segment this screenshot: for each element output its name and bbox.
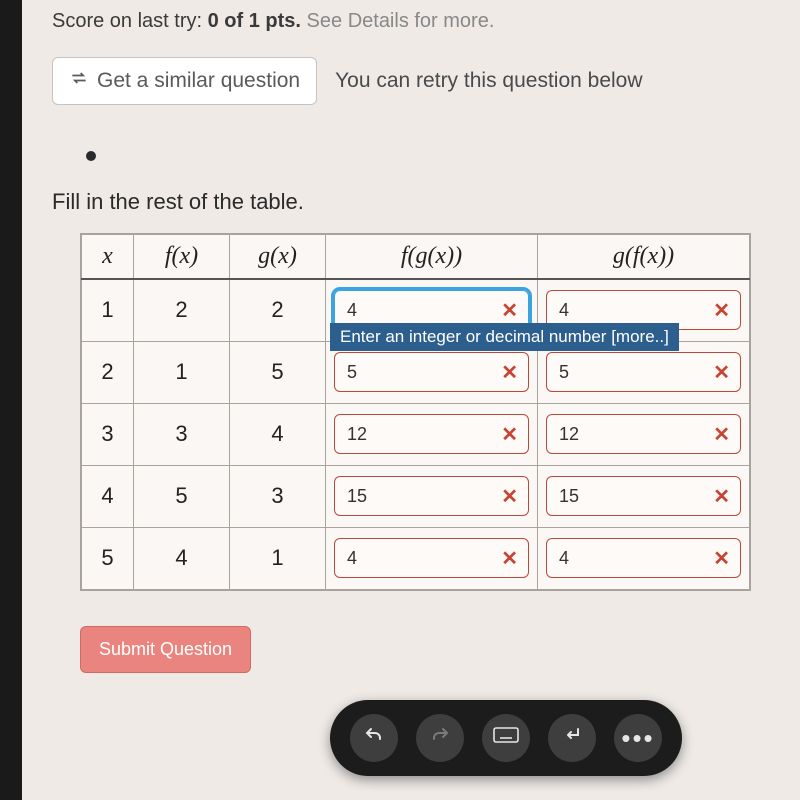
table-cell: 3 (134, 403, 230, 465)
redo-icon (428, 723, 452, 753)
retry-text: You can retry this question below (335, 69, 642, 93)
undo-button[interactable] (350, 714, 398, 762)
question-prompt: Fill in the rest of the table. (52, 189, 800, 215)
answer-cell: 12 ✕ (538, 403, 750, 465)
similar-button-label: Get a similar question (97, 69, 300, 93)
list-bullet (86, 151, 96, 161)
table-cell: 5 (82, 527, 134, 589)
enter-button[interactable] (548, 714, 596, 762)
wrong-icon: ✕ (501, 360, 518, 385)
answer-value: 15 (559, 486, 579, 507)
table-cell: 4 (230, 403, 326, 465)
table-row: 453 15 ✕ 15 ✕ (82, 465, 750, 527)
table-cell: 1 (230, 527, 326, 589)
more-icon: ••• (621, 725, 654, 751)
submit-label: Submit Question (99, 639, 232, 659)
retry-row: Get a similar question You can retry thi… (52, 57, 800, 105)
table-header-row: x f(x) g(x) f(g(x)) g(f(x)) (82, 235, 750, 280)
redo-button[interactable] (416, 714, 464, 762)
table-cell: 2 (134, 279, 230, 341)
wrong-icon: ✕ (713, 484, 730, 509)
answer-cell: 15 ✕ (326, 465, 538, 527)
answer-input[interactable]: 15 ✕ (334, 476, 529, 516)
wrong-icon: ✕ (713, 360, 730, 385)
question-page: Score on last try: 0 of 1 pts. See Detai… (22, 0, 800, 800)
table-cell: 3 (230, 465, 326, 527)
keyboard-icon (493, 725, 519, 751)
undo-icon (362, 723, 386, 753)
input-tooltip: Enter an integer or decimal number [more… (330, 323, 679, 351)
keyboard-button[interactable] (482, 714, 530, 762)
col-header-fgx: f(g(x)) (326, 235, 538, 280)
wrong-icon: ✕ (713, 546, 730, 571)
wrong-icon: ✕ (501, 484, 518, 509)
answer-cell: 4✕ (326, 527, 538, 589)
col-header-gx: g(x) (230, 235, 326, 280)
answer-input[interactable]: 5✕ (546, 352, 741, 392)
col-header-gfx: g(f(x)) (538, 235, 750, 280)
table-cell: 2 (230, 279, 326, 341)
more-button[interactable]: ••• (614, 714, 662, 762)
col-header-fx: f(x) (134, 235, 230, 280)
table-cell: 4 (134, 527, 230, 589)
submit-question-button[interactable]: Submit Question (80, 626, 251, 673)
answer-cell: 4✕ (538, 527, 750, 589)
answer-value: 5 (347, 362, 357, 383)
answer-value: 4 (559, 548, 569, 569)
table-cell: 1 (134, 341, 230, 403)
get-similar-question-button[interactable]: Get a similar question (52, 57, 317, 105)
answer-input[interactable]: 15 ✕ (546, 476, 741, 516)
wrong-icon: ✕ (501, 546, 518, 571)
answer-cell: 15 ✕ (538, 465, 750, 527)
table-cell: 5 (230, 341, 326, 403)
enter-icon (560, 723, 584, 753)
window-left-edge (0, 0, 22, 800)
floating-toolbar: ••• (330, 700, 682, 776)
table-row: 33412✕12✕ (82, 403, 750, 465)
swap-icon (69, 68, 89, 94)
answer-input[interactable]: 5✕ (334, 352, 529, 392)
score-prefix: Score on last try: (52, 10, 208, 32)
answer-input[interactable]: 12 ✕ (334, 414, 529, 454)
answer-value: 12 (347, 424, 367, 445)
answer-value: 4 (347, 300, 357, 321)
score-suffix: See Details for more. (307, 10, 495, 32)
table-cell: 1 (82, 279, 134, 341)
answer-value: 15 (347, 486, 367, 507)
answer-input[interactable]: 12 ✕ (546, 414, 741, 454)
answer-value: 12 (559, 424, 579, 445)
answer-input[interactable]: 4✕ (546, 538, 741, 578)
score-value: 0 of 1 pts. (208, 10, 301, 32)
col-header-x: x (82, 235, 134, 280)
table-cell: 2 (82, 341, 134, 403)
table-row: 5414✕4✕ (82, 527, 750, 589)
wrong-icon: ✕ (713, 422, 730, 447)
table-cell: 3 (82, 403, 134, 465)
function-table: x f(x) g(x) f(g(x)) g(f(x)) 1224✕4✕2155✕… (80, 233, 751, 591)
tooltip-text: Enter an integer or decimal number [more… (340, 327, 669, 346)
wrong-icon: ✕ (501, 422, 518, 447)
score-line: Score on last try: 0 of 1 pts. See Detai… (52, 10, 800, 33)
wrong-icon: ✕ (501, 298, 518, 323)
table-cell: 4 (82, 465, 134, 527)
answer-value: 5 (559, 362, 569, 383)
answer-cell: 12 ✕ (326, 403, 538, 465)
answer-value: 4 (347, 548, 357, 569)
answer-input[interactable]: 4✕ (334, 538, 529, 578)
table-cell: 5 (134, 465, 230, 527)
answer-value: 4 (559, 300, 569, 321)
wrong-icon: ✕ (713, 298, 730, 323)
